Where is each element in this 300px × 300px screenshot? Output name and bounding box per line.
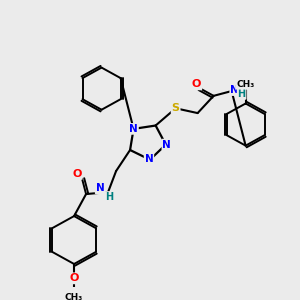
Text: O: O xyxy=(72,169,82,179)
Text: S: S xyxy=(172,103,180,113)
Text: CH₃: CH₃ xyxy=(236,80,255,89)
Text: O: O xyxy=(69,273,79,283)
Text: N: N xyxy=(129,124,138,134)
Text: CH₃: CH₃ xyxy=(65,293,83,300)
Text: N: N xyxy=(96,183,104,193)
Text: H: H xyxy=(238,89,246,99)
Text: N: N xyxy=(230,85,239,95)
Text: N: N xyxy=(145,154,153,164)
Text: O: O xyxy=(192,79,201,89)
Text: N: N xyxy=(162,140,171,150)
Text: H: H xyxy=(105,192,113,202)
